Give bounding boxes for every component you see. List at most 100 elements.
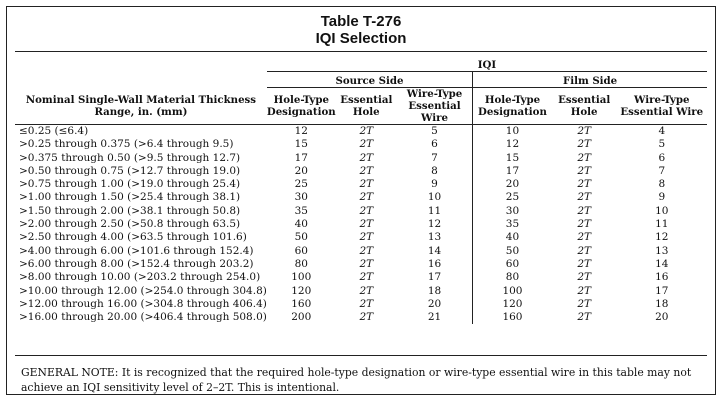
table-row: >1.00 through 1.50 (>25.4 through 38.1) 3… (15, 191, 707, 205)
film-hole-type-cell: 40 (472, 231, 552, 245)
range-cell: >0.75 through 1.00 (>19.0 through 25.4) (19, 178, 241, 191)
film-essential-hole-cell: 2T (577, 271, 591, 284)
film-wire-type-cell: 13 (655, 244, 669, 257)
source-wire-type-cell: 11 (427, 204, 442, 217)
range-cell: >2.00 through 2.50 (>50.8 through 63.5) (19, 218, 241, 231)
source-hole-type-cell: 160 (291, 297, 312, 310)
table-row: >8.00 through 10.00 (>203.2 through 254.… (15, 271, 707, 285)
film-wire-type-header: Wire-Type Essential Wire (616, 87, 707, 125)
film-wire-type-cell: 6 (658, 151, 666, 164)
iqi-selection-table: IQI Source Side Film Side Nominal Single… (15, 58, 707, 325)
source-side-header: Source Side (266, 71, 473, 88)
film-hole-type-cell: 160 (472, 311, 552, 325)
film-essential-hole-cell: 2T (577, 164, 591, 177)
source-essential-hole-cell: 2T (359, 271, 374, 284)
source-wire-type-cell: 20 (427, 297, 442, 310)
film-side-header: Film Side (472, 71, 707, 88)
source-hole-type-cell: 50 (294, 231, 308, 244)
film-essential-hole-cell: 2T (577, 284, 591, 297)
film-hole-type-cell: 100 (472, 284, 552, 298)
film-essential-hole-cell: 2T (577, 218, 591, 231)
film-hole-type-cell: 120 (472, 297, 552, 312)
source-wire-type-cell: 13 (427, 231, 442, 244)
source-essential-hole-cell: 2T (359, 218, 374, 231)
source-hole-type-cell: 20 (294, 164, 308, 177)
source-hole-type-cell: 25 (294, 178, 308, 191)
film-wire-type-cell: 17 (655, 284, 669, 297)
source-wire-type-cell: 16 (427, 257, 442, 270)
film-hole-type-cell: 17 (472, 164, 552, 179)
film-hole-type-cell: 60 (472, 257, 552, 272)
source-wire-type-cell: 7 (431, 151, 438, 164)
range-cell: >12.00 through 16.00 (>304.8 through 406… (19, 297, 267, 310)
film-essential-hole-cell: 2T (577, 244, 591, 257)
film-wire-type-cell: 9 (658, 191, 666, 204)
film-hole-type-cell: 35 (472, 218, 552, 232)
film-essential-hole-cell: 2T (577, 257, 591, 270)
film-essential-hole-header: Essential Hole (551, 87, 617, 125)
range-cell: >2.50 through 4.00 (>63.5 through 101.6) (19, 231, 247, 244)
table-row: >0.75 through 1.00 (>19.0 through 25.4) 2… (15, 178, 707, 192)
table-row: >10.00 through 12.00 (>254.0 through 304… (15, 284, 707, 298)
source-wire-type-cell: 18 (427, 284, 442, 297)
table-row: >0.375 through 0.50 (>9.5 through 12.7) 1… (15, 151, 707, 165)
source-hole-type-cell: 80 (294, 257, 308, 270)
range-cell: >1.00 through 1.50 (>25.4 through 38.1) (19, 191, 241, 204)
film-hole-type-cell: 12 (472, 138, 552, 152)
film-wire-type-cell: 12 (655, 231, 669, 244)
source-essential-hole-cell: 2T (359, 244, 374, 257)
range-cell: >1.50 through 2.00 (>38.1 through 50.8) (19, 204, 241, 217)
table-row: >2.50 through 4.00 (>63.5 through 101.6)… (15, 231, 707, 245)
table-row: >12.00 through 16.00 (>304.8 through 406… (15, 297, 707, 312)
source-essential-hole-cell: 2T (359, 125, 374, 137)
source-essential-hole-cell: 2T (359, 151, 374, 164)
note-rule (15, 355, 707, 356)
film-essential-hole-cell: 2T (577, 151, 591, 164)
source-wire-type-cell: 8 (431, 164, 438, 177)
film-wire-type-cell: 4 (658, 125, 666, 137)
source-wire-type-cell: 21 (427, 311, 442, 324)
film-essential-hole-cell: 2T (577, 138, 591, 151)
range-cell: >0.375 through 0.50 (>9.5 through 12.7) (19, 151, 241, 164)
source-hole-type-cell: 15 (294, 138, 308, 151)
source-wire-type-cell: 12 (427, 218, 442, 231)
source-hole-type-cell: 200 (291, 311, 312, 324)
film-hole-type-cell: 10 (472, 124, 552, 139)
film-essential-hole-cell: 2T (577, 125, 591, 137)
source-essential-hole-cell: 2T (359, 204, 374, 217)
source-hole-type-cell: 120 (291, 284, 312, 297)
film-wire-type-cell: 16 (655, 271, 669, 284)
film-essential-hole-cell: 2T (577, 178, 591, 191)
film-hole-type-cell: 30 (472, 204, 552, 219)
table-frame: Table T-276 IQI Selection IQI Source Sid… (6, 6, 716, 395)
film-essential-hole-cell: 2T (577, 204, 591, 217)
film-essential-hole-cell: 2T (577, 191, 591, 204)
source-wire-type-cell: 14 (427, 244, 442, 257)
source-wire-type-cell: 10 (427, 191, 442, 204)
table-row: >1.50 through 2.00 (>38.1 through 50.8) 3… (15, 204, 707, 219)
table-row: >2.00 through 2.50 (>50.8 through 63.5) 4… (15, 218, 707, 232)
film-wire-type-cell: 20 (655, 311, 669, 324)
film-hole-type-header: Hole-Type Designation (472, 87, 552, 125)
film-essential-hole-cell: 2T (577, 231, 591, 244)
source-essential-hole-cell: 2T (359, 284, 374, 297)
range-cell: >0.50 through 0.75 (>12.7 through 19.0) (19, 164, 241, 177)
film-hole-type-cell: 25 (472, 191, 552, 205)
source-wire-type-cell: 6 (431, 138, 438, 151)
table-row: >16.00 through 20.00 (>406.4 through 508… (15, 311, 707, 325)
range-header: Nominal Single-Wall Material Thickness R… (15, 87, 267, 125)
source-hole-type-cell: 30 (294, 191, 308, 204)
iqi-header: IQI (266, 58, 707, 72)
table-title: Table T-276 (320, 13, 402, 30)
source-essential-hole-header: Essential Hole (335, 87, 397, 125)
film-hole-type-cell: 20 (472, 178, 552, 192)
table-row: ≤0.25 (≤6.4) 12 2T 5 10 2T 4 (15, 124, 707, 139)
table-subtitle: IQI Selection (315, 30, 407, 47)
film-essential-hole-cell: 2T (577, 297, 591, 310)
range-cell: >10.00 through 12.00 (>254.0 through 304… (19, 284, 267, 297)
range-cell: >0.25 through 0.375 (>6.4 through 9.5) (19, 138, 234, 151)
source-hole-type-header: Hole-Type Designation (266, 87, 336, 125)
film-hole-type-cell: 15 (472, 151, 552, 165)
source-wire-type-cell: 9 (431, 178, 438, 191)
source-essential-hole-cell: 2T (359, 164, 374, 177)
